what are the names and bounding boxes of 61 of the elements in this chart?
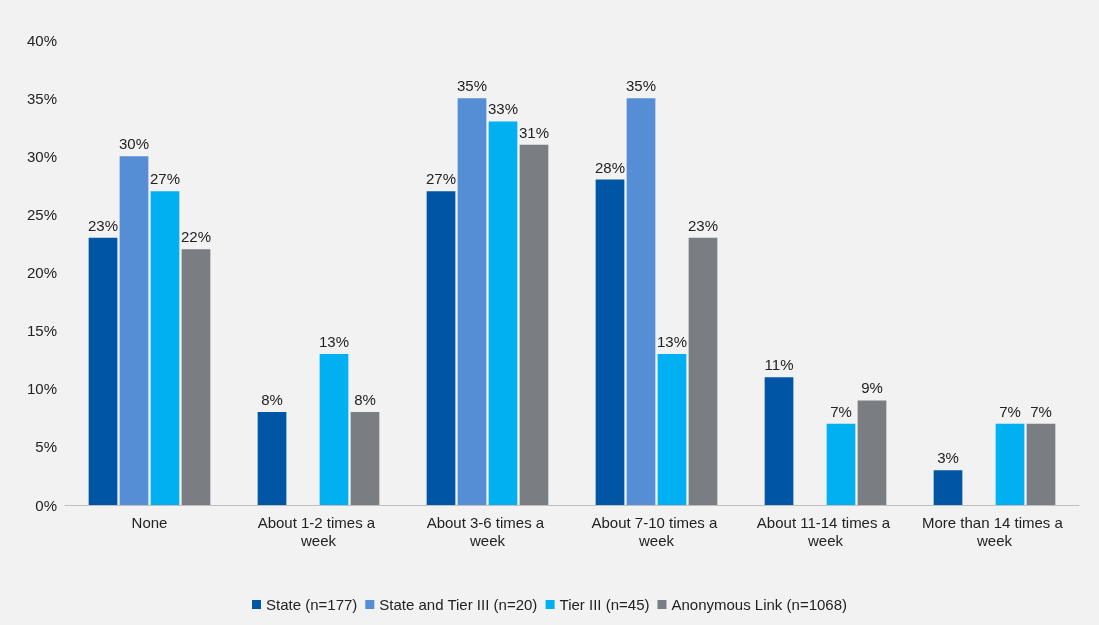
y-tick-label: 25% (26, 205, 57, 223)
bar (826, 423, 856, 505)
bar (257, 412, 287, 505)
legend-label: Anonymous Link (n=1068) (671, 596, 848, 613)
data-label: 31% (518, 123, 550, 141)
data-label: 23% (87, 216, 119, 234)
data-label: 3% (937, 449, 959, 467)
data-label: 28% (594, 158, 626, 176)
legend-label: Tier III (n=45) (559, 596, 650, 613)
data-label: 9% (861, 379, 883, 397)
bar (457, 98, 487, 505)
y-tick-label: 15% (26, 322, 57, 340)
x-tick-label: About 11-14 times a week (756, 513, 895, 549)
bar (688, 237, 718, 505)
y-tick-label: 5% (35, 438, 57, 456)
data-label: 22% (180, 228, 212, 246)
data-label: 30% (118, 135, 150, 153)
data-label: 13% (656, 332, 688, 350)
x-tick-label: None (131, 513, 168, 531)
data-label: 7% (830, 402, 852, 420)
data-label: 35% (456, 77, 488, 95)
data-label: 7% (1030, 402, 1052, 420)
data-label: 13% (318, 332, 350, 350)
x-tick-label: About 3-6 times a week (426, 513, 549, 549)
bar (519, 144, 549, 505)
data-label: 8% (354, 391, 376, 408)
bar (857, 400, 887, 505)
x-tick-label: About 7-10 times a week (591, 513, 722, 549)
data-label: 11% (764, 356, 794, 374)
bar (488, 121, 518, 505)
bar (995, 423, 1025, 505)
bar (764, 377, 794, 505)
bar (181, 249, 211, 505)
data-label: 23% (687, 216, 719, 234)
bar (119, 156, 149, 505)
data-label: 27% (425, 170, 457, 188)
y-tick-label: 40% (26, 31, 57, 49)
y-tick-label: 35% (26, 89, 57, 107)
legend-label: State (n=177) (266, 596, 358, 613)
x-tick-label: More than 14 times a week (921, 513, 1068, 549)
data-label: 27% (149, 170, 181, 188)
y-tick-label: 30% (26, 147, 57, 165)
data-label: 8% (261, 391, 283, 408)
y-tick-label: 20% (26, 264, 57, 281)
bar (626, 98, 656, 505)
y-tick-label: 10% (26, 380, 57, 398)
data-label: 7% (999, 402, 1021, 420)
bar (319, 353, 349, 505)
y-tick-label: 0% (35, 496, 57, 514)
bar (1026, 423, 1056, 505)
x-tick-label: About 1-2 times a week (257, 513, 380, 549)
bar (88, 237, 118, 505)
bar (657, 353, 687, 505)
data-label: 33% (487, 100, 519, 118)
bar (350, 412, 380, 505)
bar (595, 179, 625, 505)
bar (150, 191, 180, 505)
legend-label: State and Tier III (n=20) (379, 596, 538, 613)
bar (933, 470, 963, 505)
data-label: 35% (625, 77, 657, 95)
bar (426, 191, 456, 505)
